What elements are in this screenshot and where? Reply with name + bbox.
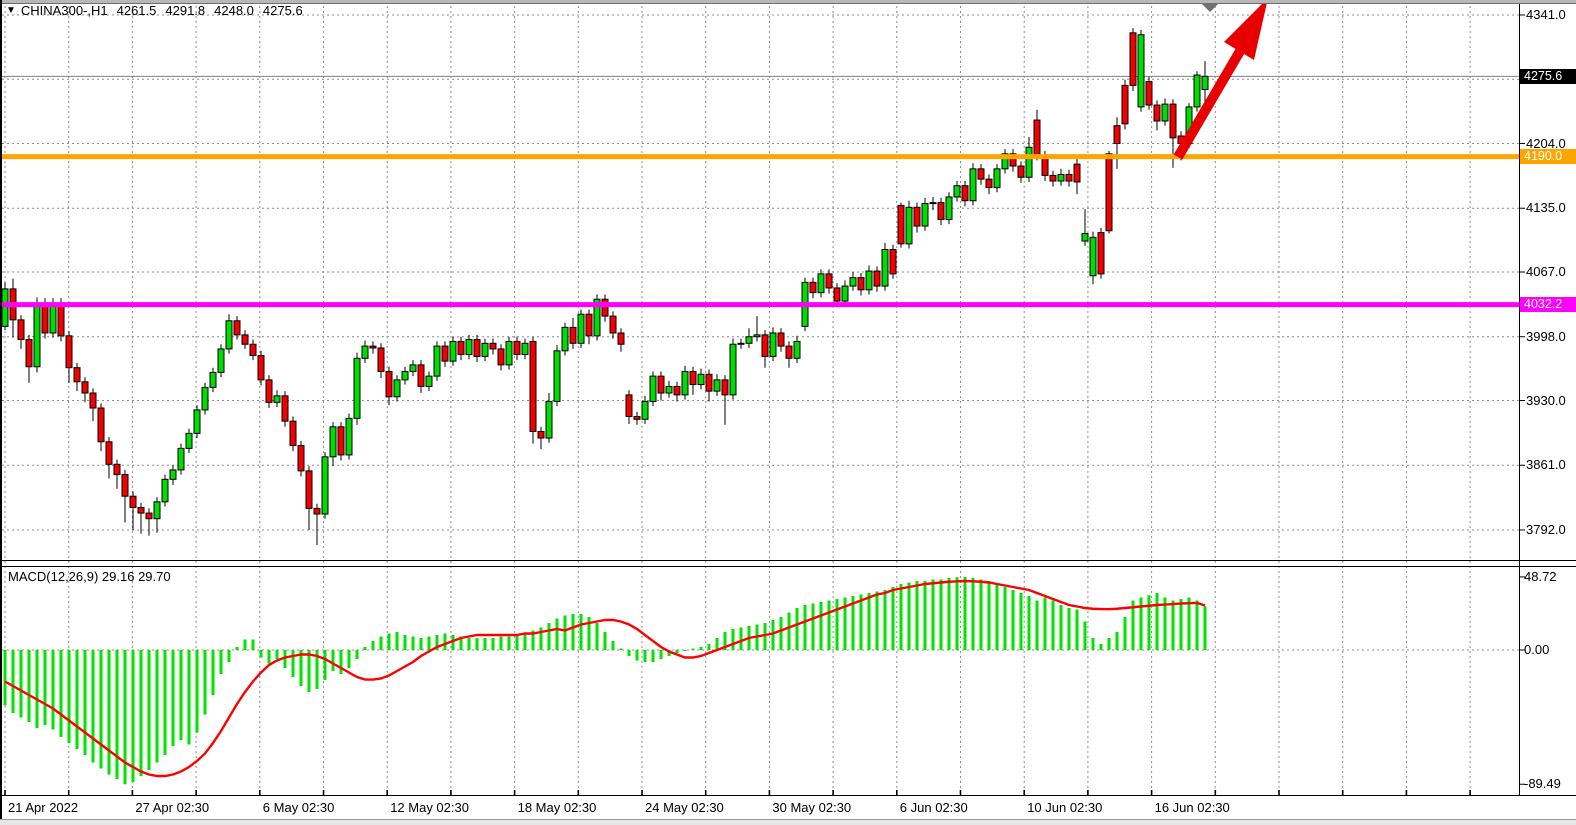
collapse-icon[interactable]: ▼ [6,5,16,16]
price-axis-label: 3861.0 [1526,457,1566,473]
price-axis-label: 4341.0 [1526,7,1566,22]
price-axis-label: 4067.0 [1526,264,1566,279]
time-axis-label: 6 Jun 02:30 [899,800,968,815]
ohlc-open: 4261.5 [116,3,157,18]
time-axis-label: 16 Jun 02:30 [1154,800,1230,815]
time-axis-label: 6 May 02:30 [262,800,335,815]
time-axis-label: 10 Jun 02:30 [1027,800,1103,815]
time-axis-label: 27 Apr 02:30 [135,800,210,815]
macd-axis-label: 0.00 [1524,642,1550,657]
price-axis-label: 4135.0 [1526,200,1566,216]
price-axis-label: 3998.0 [1526,328,1566,344]
window-left-border [0,0,2,819]
time-axis-label: 12 May 02:30 [390,800,469,815]
time-axis-label: 30 May 02:30 [772,800,852,815]
bar-end-marker-icon [1201,3,1219,12]
price-axis-label: 3792.0 [1526,521,1566,537]
trend-arrow[interactable] [1173,0,1268,160]
ohlc-low: 4248.0 [214,3,254,18]
candles-layer [1,28,1209,545]
ohlc-high: 4291.8 [165,3,206,18]
macd-axis-label: -89.49 [1524,776,1561,792]
chart-title: ▼ CHINA300-,H1 4261.5 4291.8 4248.0 4275… [6,3,303,19]
symbol-period-label: CHINA300-,H1 [20,3,108,18]
window-top-border [0,0,1576,4]
price-badge-support-level: 4032.2 [1520,297,1576,313]
price-badge-current-price: 4275.6 [1520,68,1576,84]
pane-separator[interactable] [0,560,1576,567]
axis-ticks [4,14,1525,796]
time-axis-label: 18 May 02:30 [517,800,597,815]
time-axis-label: 21 Apr 2022 [8,800,79,815]
grid-layer [2,6,1519,795]
window-bottom-border [0,819,1576,825]
price-axis-label: 4204.0 [1526,135,1566,151]
macd-indicator-label: MACD(12,26,9) 29.16 29.70 [8,569,171,584]
ohlc-close: 4275.6 [262,3,303,18]
time-axis-label: 24 May 02:30 [645,800,724,815]
macd-signal-line [4,579,1206,778]
macd-axis-label: 48.72 [1524,568,1557,584]
price-badge-resistance-level: 4190.0 [1520,149,1576,165]
price-axis-label: 3930.0 [1526,392,1566,408]
macd-histogram [3,576,1207,785]
